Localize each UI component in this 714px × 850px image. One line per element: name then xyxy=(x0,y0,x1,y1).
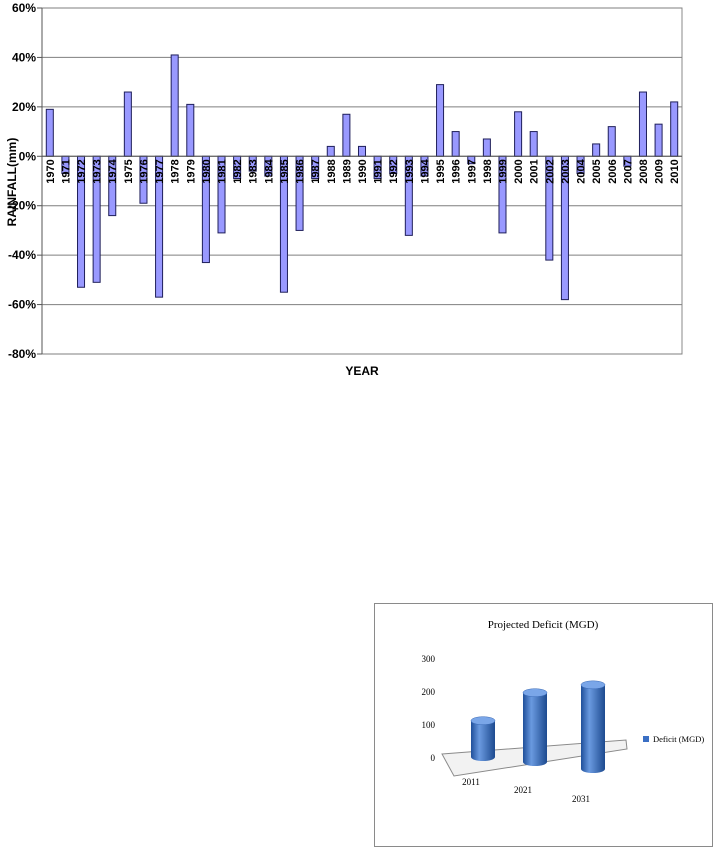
x-tick-label: 1985 xyxy=(279,159,291,183)
x-tick-label: 2001 xyxy=(529,159,541,183)
bar xyxy=(326,145,335,157)
y-axis-title: RAINFALL(mm) xyxy=(5,138,19,227)
chart-title: Projected Deficit (MGD) xyxy=(488,619,599,631)
rainfall-deviation-chart: 60% 40% 20% 0% -20% -40% -60% -80% 1970 1971 1972 1… xyxy=(5,1,683,378)
y-tick-label: 100 xyxy=(422,720,436,730)
x-tick-label: 1980 xyxy=(201,159,213,183)
x-tick-label: 1984 xyxy=(263,158,275,183)
x-tick-label: 2003 xyxy=(560,159,572,183)
bar xyxy=(186,103,195,157)
x-tick-label: 1981 xyxy=(217,159,229,183)
x-tick-label: 1971 xyxy=(60,159,72,183)
y-tick-label: -40% xyxy=(8,248,36,262)
y-tick-label: 0 xyxy=(431,753,436,763)
x-tick-label: 2008 xyxy=(638,159,650,183)
x-tick-label: 2021 xyxy=(514,785,532,795)
projected-deficit-chart-frame: Projected Deficit (MGD) 300 200 100 0 2011 202… xyxy=(374,603,713,847)
x-tick-label: 1995 xyxy=(435,159,447,183)
y-tick-label: 20% xyxy=(12,100,36,114)
y-tick-label: -60% xyxy=(8,298,36,312)
legend-swatch xyxy=(643,736,649,742)
x-tick-label: 2011 xyxy=(462,777,480,787)
bar xyxy=(436,84,445,157)
x-tick-label: 1996 xyxy=(451,159,463,183)
y-tick-label: -20% xyxy=(8,199,36,213)
y-tick-label: 0% xyxy=(19,149,37,163)
bar xyxy=(482,138,491,157)
y-tick-label: -80% xyxy=(8,347,36,361)
x-tick-label: 1992 xyxy=(388,159,400,183)
x-tick-label: 1994 xyxy=(419,158,431,183)
x-tick-label: 1983 xyxy=(248,159,260,183)
x-tick-label: 1999 xyxy=(497,159,509,183)
x-tick-label: 1988 xyxy=(326,159,338,183)
bar xyxy=(451,131,460,157)
x-tick-label: 1975 xyxy=(123,159,135,183)
x-tick-label: 1998 xyxy=(482,159,494,183)
x-tick-label: 1977 xyxy=(154,159,166,183)
x-tick-label: 1989 xyxy=(341,159,353,183)
bar xyxy=(592,143,601,157)
x-tick-label: 1991 xyxy=(373,159,385,183)
x-tick-label: 1974 xyxy=(107,158,119,183)
cylinder-top xyxy=(522,688,548,697)
bar xyxy=(638,91,647,157)
x-tick-label: 2010 xyxy=(669,159,681,183)
y-tick-label: 300 xyxy=(422,654,436,664)
legend-label: Deficit (MGD) xyxy=(653,734,704,744)
bar xyxy=(670,101,679,157)
x-tick-label: 2009 xyxy=(654,159,666,183)
x-tick-label: 1970 xyxy=(45,159,57,183)
x-tick-label: 1997 xyxy=(466,159,478,183)
bar xyxy=(514,111,523,157)
cylinder-top xyxy=(580,680,606,690)
x-tick-label: 1990 xyxy=(357,159,369,183)
x-tick-label: 1993 xyxy=(404,159,416,183)
cylinder-bar xyxy=(523,692,547,766)
x-tick-label: 1982 xyxy=(232,159,244,183)
plot-area xyxy=(41,7,683,355)
projected-deficit-chart: Projected Deficit (MGD) 300 200 100 0 2011 202… xyxy=(422,619,705,804)
x-tick-label: 2002 xyxy=(544,159,556,183)
bar xyxy=(654,123,663,157)
bar xyxy=(607,126,616,157)
x-tick-label: 1978 xyxy=(170,159,182,183)
bar xyxy=(45,108,54,157)
cylinder-bar xyxy=(581,684,605,773)
bar xyxy=(170,54,179,157)
bar xyxy=(357,145,367,157)
x-tick-label: 2000 xyxy=(513,159,525,183)
x-tick-label: 1976 xyxy=(138,159,150,183)
x-tick-label: 2031 xyxy=(572,794,590,804)
x-tick-label: 2004 xyxy=(576,158,588,183)
cylinder-top xyxy=(470,716,496,725)
x-tick-label: 1979 xyxy=(185,159,197,183)
x-axis-title: YEAR xyxy=(345,364,379,378)
x-tick-label: 2006 xyxy=(607,159,619,183)
bar xyxy=(529,131,538,157)
y-tick-label: 200 xyxy=(422,687,436,697)
x-tick-label: 1986 xyxy=(295,159,307,183)
y-tick-label: 40% xyxy=(12,50,36,64)
x-tick-label: 2007 xyxy=(622,159,634,183)
x-tick-label: 1972 xyxy=(76,159,88,183)
y-tick-label: 60% xyxy=(12,1,36,15)
bar xyxy=(123,91,132,157)
x-tick-label: 1973 xyxy=(92,159,104,183)
bar xyxy=(342,113,351,157)
cylinder-bar xyxy=(471,720,495,761)
x-tick-label: 1987 xyxy=(310,159,322,183)
x-tick-label: 2005 xyxy=(591,159,603,183)
